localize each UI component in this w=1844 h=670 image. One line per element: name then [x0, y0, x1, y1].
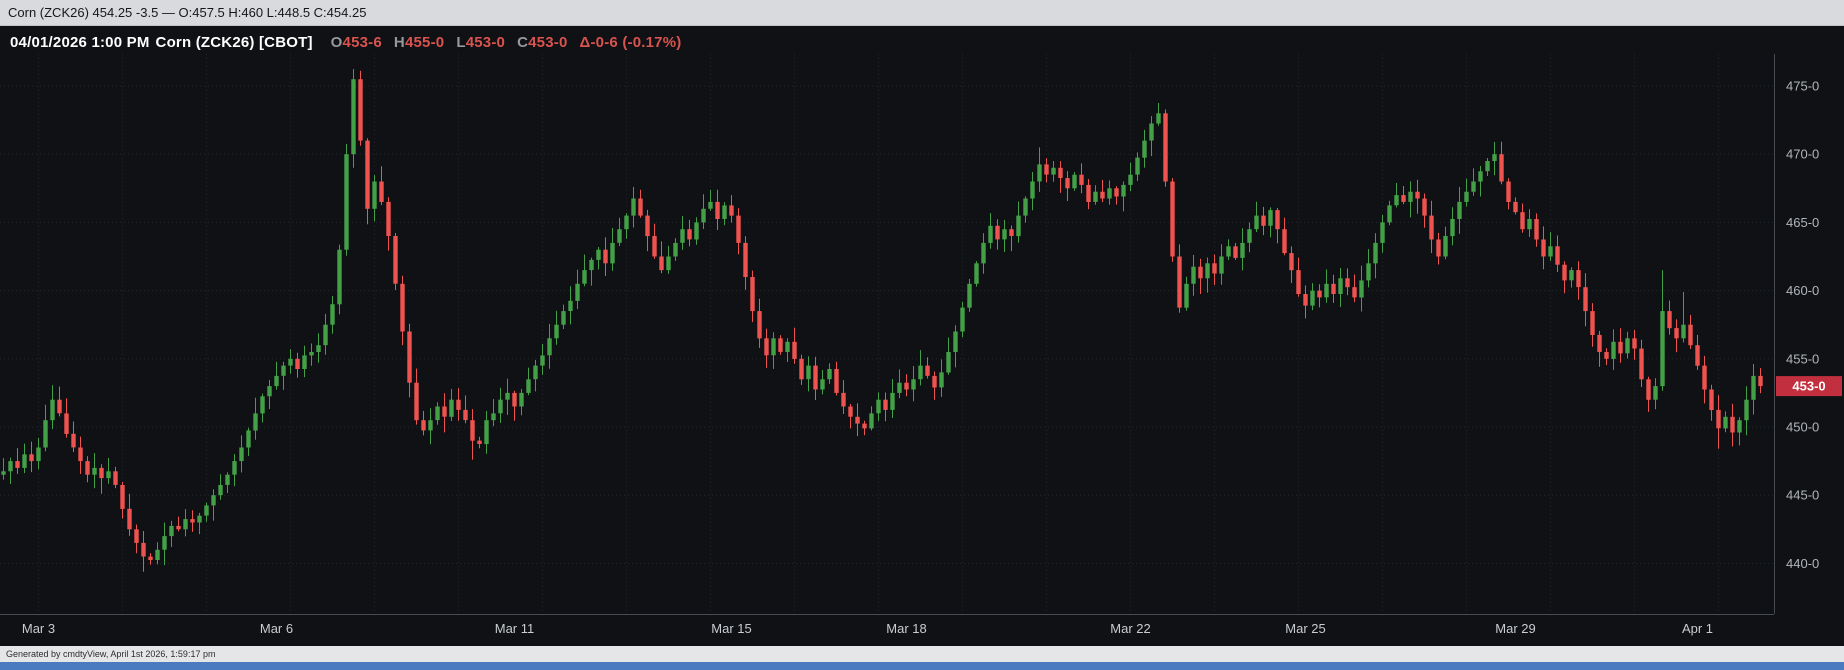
low-value: 453-0 [465, 34, 506, 51]
chart-area[interactable]: 04/01/2026 1:00 PM Corn (ZCK26) [CBOT] O45… [0, 26, 1844, 646]
svg-text:Mar 18: Mar 18 [886, 621, 926, 636]
svg-text:440-0: 440-0 [1786, 556, 1819, 571]
svg-text:470-0: 470-0 [1786, 147, 1819, 162]
header-symbol: Corn (ZCK26) [CBOT] [155, 34, 313, 51]
price-axis-labels[interactable]: 475-0 470-0 465-0 460-0 455-0 450-0 445-0 440-0 [1786, 79, 1819, 571]
window-title-bar: Corn (ZCK26) 454.25 -3.5 — O:457.5 H:460… [0, 0, 1844, 26]
generated-by-text: Generated by cmdtyView, April 1st 2026, … [6, 649, 216, 659]
change-value: Δ-0-6 (-0.17%) [579, 34, 682, 51]
close-value: 453-0 [528, 34, 568, 51]
time-axis-labels[interactable]: Mar 3 Mar 6 Mar 11 Mar 15 Mar 18 Mar 22 Mar 25… [22, 621, 1713, 636]
svg-text:Mar 22: Mar 22 [1110, 621, 1150, 636]
svg-text:Apr 1: Apr 1 [1682, 621, 1713, 636]
svg-text:475-0: 475-0 [1786, 79, 1819, 94]
svg-text:445-0: 445-0 [1786, 488, 1819, 503]
svg-text:Mar 15: Mar 15 [711, 621, 751, 636]
chart-summary-text: Corn (ZCK26) 454.25 -3.5 — O:457.5 H:460… [8, 5, 367, 20]
chart-header: 04/01/2026 1:00 PM Corn (ZCK26) [CBOT] O45… [10, 34, 681, 51]
svg-text:Mar 25: Mar 25 [1285, 621, 1325, 636]
low-label: L [456, 34, 466, 51]
close-label: C [517, 34, 529, 51]
footer-bar: Generated by cmdtyView, April 1st 2026, … [0, 646, 1844, 662]
svg-text:Mar 11: Mar 11 [495, 621, 535, 636]
svg-text:Mar 3: Mar 3 [22, 621, 55, 636]
price-chart[interactable]: 475-0 470-0 465-0 460-0 455-0 450-0 445-0 440-0… [0, 26, 1844, 646]
axis-lines [0, 54, 1775, 615]
chart-scrollbar[interactable] [0, 662, 1844, 670]
svg-text:Mar 29: Mar 29 [1495, 621, 1535, 636]
svg-text:453-0: 453-0 [1792, 379, 1825, 394]
candles [1, 69, 1763, 572]
last-price-badge: 453-0 [1776, 376, 1842, 397]
svg-text:Mar 6: Mar 6 [260, 621, 293, 636]
svg-text:455-0: 455-0 [1786, 351, 1819, 366]
svg-text:465-0: 465-0 [1786, 215, 1819, 230]
open-label: O [330, 34, 343, 51]
svg-text:450-0: 450-0 [1786, 420, 1819, 435]
open-value: 453-6 [342, 34, 382, 51]
high-label: H [393, 34, 405, 51]
header-datetime: 04/01/2026 1:00 PM [10, 34, 150, 51]
svg-text:460-0: 460-0 [1786, 283, 1819, 298]
gridlines [0, 54, 1774, 614]
high-value: 455-0 [404, 34, 445, 51]
